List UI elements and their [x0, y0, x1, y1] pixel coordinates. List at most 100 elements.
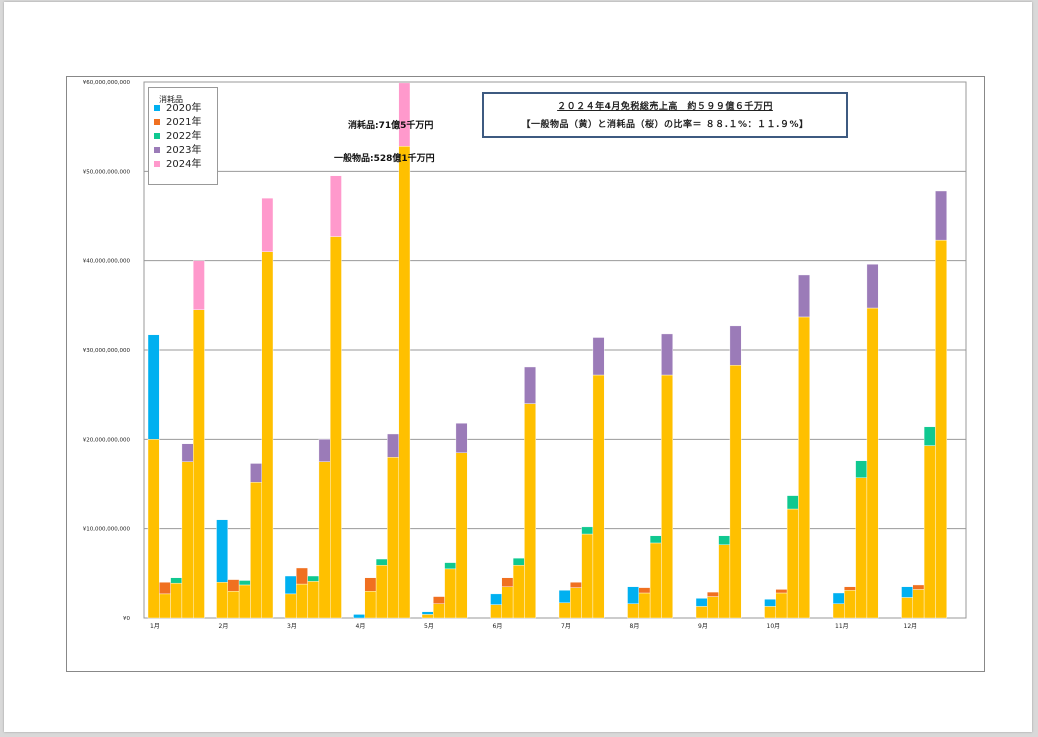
legend-item: 2020年 [154, 103, 201, 117]
bar-consumables [786, 495, 799, 510]
y-tick-label: ¥30,000,000,000 [83, 348, 131, 354]
bar-general [330, 236, 342, 619]
x-tick-label: 5月 [424, 623, 434, 630]
bar-general [250, 482, 262, 619]
bar-general [558, 602, 571, 619]
bar-general [592, 374, 605, 619]
bar-general [398, 146, 411, 619]
bar-consumables [798, 274, 810, 318]
bar-consumables [330, 175, 342, 237]
bar-general [159, 593, 171, 619]
info-box: ２０２４年4月免税総売上高 約５９９億６千万円 【一般物品（黄）と消耗品（桜）の… [482, 92, 848, 138]
legend-swatch [154, 119, 160, 125]
bar-consumables [764, 599, 777, 607]
x-tick-label: 11月 [835, 623, 849, 630]
bar-general [284, 593, 297, 619]
bar-consumables [592, 337, 605, 376]
bar-consumables [261, 197, 274, 252]
bar-general [832, 603, 845, 619]
bar-general [375, 565, 388, 619]
bar-consumables [398, 82, 411, 147]
bar-general [695, 606, 708, 619]
bar-general [844, 590, 856, 619]
x-tick-label: 2月 [219, 623, 229, 630]
bar-general [764, 606, 777, 619]
x-tick-label: 12月 [904, 623, 918, 630]
bar-general [855, 477, 868, 619]
x-tick-label: 3月 [287, 623, 297, 630]
annotation-general: 一般物品:528億1千万円 [334, 154, 435, 164]
x-tick-label: 1月 [150, 623, 160, 630]
bar-consumables [649, 535, 662, 544]
legend-swatch [154, 147, 160, 153]
legend-swatch [154, 133, 160, 139]
legend-item: 2024年 [154, 159, 201, 173]
bar-general [318, 461, 331, 619]
bar-consumables [170, 577, 183, 584]
bar-consumables [216, 519, 229, 583]
bar-consumables [832, 592, 845, 604]
bar-consumables [718, 535, 731, 545]
bar-general [238, 584, 251, 619]
bar-general [649, 542, 662, 619]
bar-general [387, 457, 399, 619]
legend-label: 2022年 [166, 131, 202, 142]
bar-consumables [844, 586, 856, 591]
bar-general [775, 592, 788, 619]
x-tick-label: 8月 [630, 623, 640, 630]
bar-consumables [375, 558, 388, 566]
bar-general [364, 591, 377, 619]
bar-general [729, 364, 742, 619]
info-total-sales: ２０２４年4月免税総売上高 約５９９億６千万円 [557, 102, 773, 112]
info-ratio: 【一般物品（黄）と消耗品（桜）の比率＝ ８８.１%：１１.９%】 [521, 120, 809, 130]
y-tick-label: ¥20,000,000,000 [83, 437, 131, 443]
bar-consumables [192, 260, 205, 310]
bar-consumables [855, 460, 868, 478]
x-tick-label: 6月 [493, 623, 503, 630]
bar-consumables [387, 433, 399, 458]
legend-swatch [154, 105, 160, 111]
bar-consumables [421, 611, 434, 615]
bar-consumables [581, 526, 594, 535]
bar-general [490, 604, 503, 619]
legend: 消耗品 2020年 2021年 2022年 2023年 2024年 [148, 87, 218, 185]
bar-consumables [923, 426, 936, 446]
bar-general [786, 508, 799, 619]
bar-consumables [318, 439, 331, 462]
bar-general [707, 596, 719, 619]
bar-general [170, 582, 183, 619]
bar-consumables [638, 587, 651, 594]
bar-consumables [661, 333, 673, 376]
bar-consumables [227, 579, 240, 592]
y-tick-label: ¥0 [123, 616, 130, 622]
bar-consumables [250, 463, 262, 483]
legend-title: 消耗品 [159, 95, 183, 104]
y-tick-label: ¥50,000,000,000 [83, 169, 131, 175]
y-tick-label: ¥10,000,000,000 [83, 527, 131, 533]
y-tick-label: ¥40,000,000,000 [83, 259, 131, 265]
bar-general [444, 568, 457, 619]
bar-consumables [935, 190, 947, 241]
bar-general [570, 587, 582, 619]
legend-item: 2022年 [154, 131, 201, 145]
bar-general [296, 583, 308, 619]
bar-general [638, 592, 651, 619]
bar-general [227, 591, 240, 619]
bar-general [627, 603, 640, 619]
bar-general [455, 452, 468, 619]
bar-general [524, 403, 536, 619]
bar-general [192, 309, 205, 619]
bar-general [923, 445, 936, 619]
bar-general [433, 603, 445, 619]
bar-consumables [444, 562, 457, 570]
bar-consumables [307, 575, 320, 582]
bar-consumables [296, 567, 308, 585]
bar-general [866, 307, 879, 619]
legend-label: 2023年 [166, 145, 202, 156]
legend-label: 2024年 [166, 159, 202, 170]
bar-general [307, 581, 320, 619]
bar-consumables [455, 423, 468, 453]
bar-general [181, 461, 194, 619]
bar-consumables [238, 580, 251, 586]
